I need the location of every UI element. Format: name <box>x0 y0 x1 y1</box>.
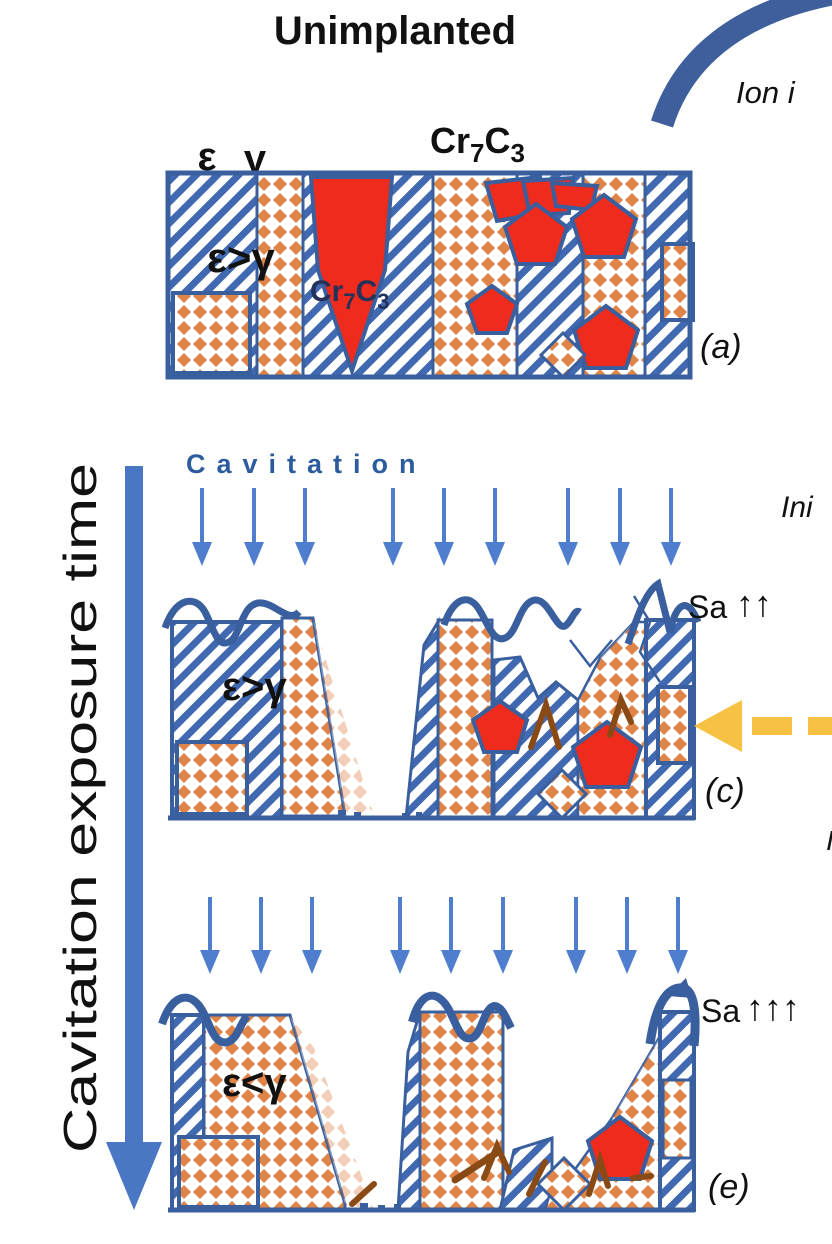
carbide-pre: Cr <box>310 275 344 308</box>
cavitation-arrowheads <box>192 542 681 566</box>
carbide-funnel-label: Cr7C3 <box>310 275 390 314</box>
panel-e-tag: (e) <box>708 1168 750 1206</box>
austenite-band <box>255 171 305 379</box>
panel-a-tag: (a) <box>700 328 742 366</box>
cavitation-label: Cavitation <box>186 449 427 479</box>
roughness-label-e: Sa <box>701 993 740 1029</box>
cavitation-arrows <box>208 897 680 950</box>
cavitation-row-1: Cavitation <box>186 449 681 566</box>
wavy-erosion-surface <box>161 578 702 647</box>
cavitation-row-2 <box>200 897 688 974</box>
martensite-sliver <box>396 1011 422 1212</box>
large-carbide-funnel <box>308 175 395 378</box>
eroded-austenite-fade <box>600 622 634 692</box>
phase-relation-e: ε<γ <box>222 1061 287 1105</box>
phase-relation-c: ε>γ <box>222 665 287 709</box>
ion-flux-dash <box>752 717 792 735</box>
phase-relation-a: ε>γ <box>207 234 275 281</box>
panel-a-border <box>165 170 693 380</box>
carbide-pentagon <box>502 201 570 266</box>
crack-lines <box>528 691 634 750</box>
erosion-debris <box>338 810 422 817</box>
austenite-grain-inset <box>177 1135 260 1209</box>
panel-c-tag: (c) <box>705 772 745 810</box>
epsilon-label: ε <box>198 135 217 179</box>
cavitation-arrowheads <box>200 950 688 974</box>
panel-c: ε>γ Sa ↑↑ (c) Ini <box>161 491 814 821</box>
timeline-axis: Cavitation exposure time <box>54 463 162 1210</box>
figure-title: Unimplanted <box>274 9 516 53</box>
martensite-sliver <box>404 616 440 820</box>
panel-e: ε<γ Sa ↑↑↑ (e) I <box>158 825 832 1213</box>
carbide-sub2: 3 <box>510 138 524 168</box>
ion-implantation-label: Ion i <box>736 75 796 110</box>
carbide-mid: C <box>356 275 378 308</box>
carbide-pentagon <box>570 719 644 789</box>
roughness-arrows-c: ↑↑ <box>736 583 772 624</box>
erosion-edge-line <box>569 639 613 668</box>
carbide-header-label: Cr7C3 <box>430 120 525 168</box>
eroded-austenite-fade <box>313 618 374 816</box>
swoosh-arrow-tip <box>668 978 692 998</box>
carbide-pentagon <box>569 192 639 259</box>
timeline-arrow-shaft <box>125 466 143 1144</box>
carbide-sub1: 7 <box>470 138 484 168</box>
timeline-arrow-head <box>106 1142 162 1210</box>
carbide-sub1: 7 <box>343 289 355 314</box>
ion-flux-dash <box>808 717 832 735</box>
austenite-grain-inset <box>171 291 252 375</box>
crack-lines <box>349 1138 654 1207</box>
gamma-label: γ <box>244 137 267 181</box>
carbide-pentagon <box>464 283 520 335</box>
ion-implantation-arc <box>651 0 832 128</box>
roughness-label-c: Sa <box>688 589 727 625</box>
ion-flux-arrow <box>694 700 832 752</box>
clipped-text-fragment: I <box>826 825 832 856</box>
carbide-sub2: 3 <box>377 289 389 314</box>
ion-flux-arrowhead <box>694 700 742 752</box>
timeline-axis-label: Cavitation exposure time <box>54 463 106 1153</box>
carbide-pentagon <box>470 698 530 754</box>
cavitation-arrows <box>200 488 673 542</box>
carbide-pentagon <box>571 303 641 370</box>
carbide-pre: Cr <box>430 120 470 161</box>
austenite-grain-inset <box>661 1078 693 1160</box>
carbide-mid: C <box>484 120 510 161</box>
panel-a: ε γ Cr7C3 Cr7C3 ε>γ (a) <box>165 120 742 380</box>
eroded-austenite-fade <box>290 1015 374 1210</box>
header: Unimplanted Ion i <box>274 0 832 128</box>
erosion-debris <box>360 1203 401 1209</box>
side-note-c: Ini <box>781 491 814 524</box>
austenite-column <box>418 1010 505 1212</box>
roughness-arrows-e: ↑↑↑ <box>746 987 800 1028</box>
austenite-grain-inset <box>656 685 692 765</box>
austenite-grain-inset <box>175 740 249 816</box>
